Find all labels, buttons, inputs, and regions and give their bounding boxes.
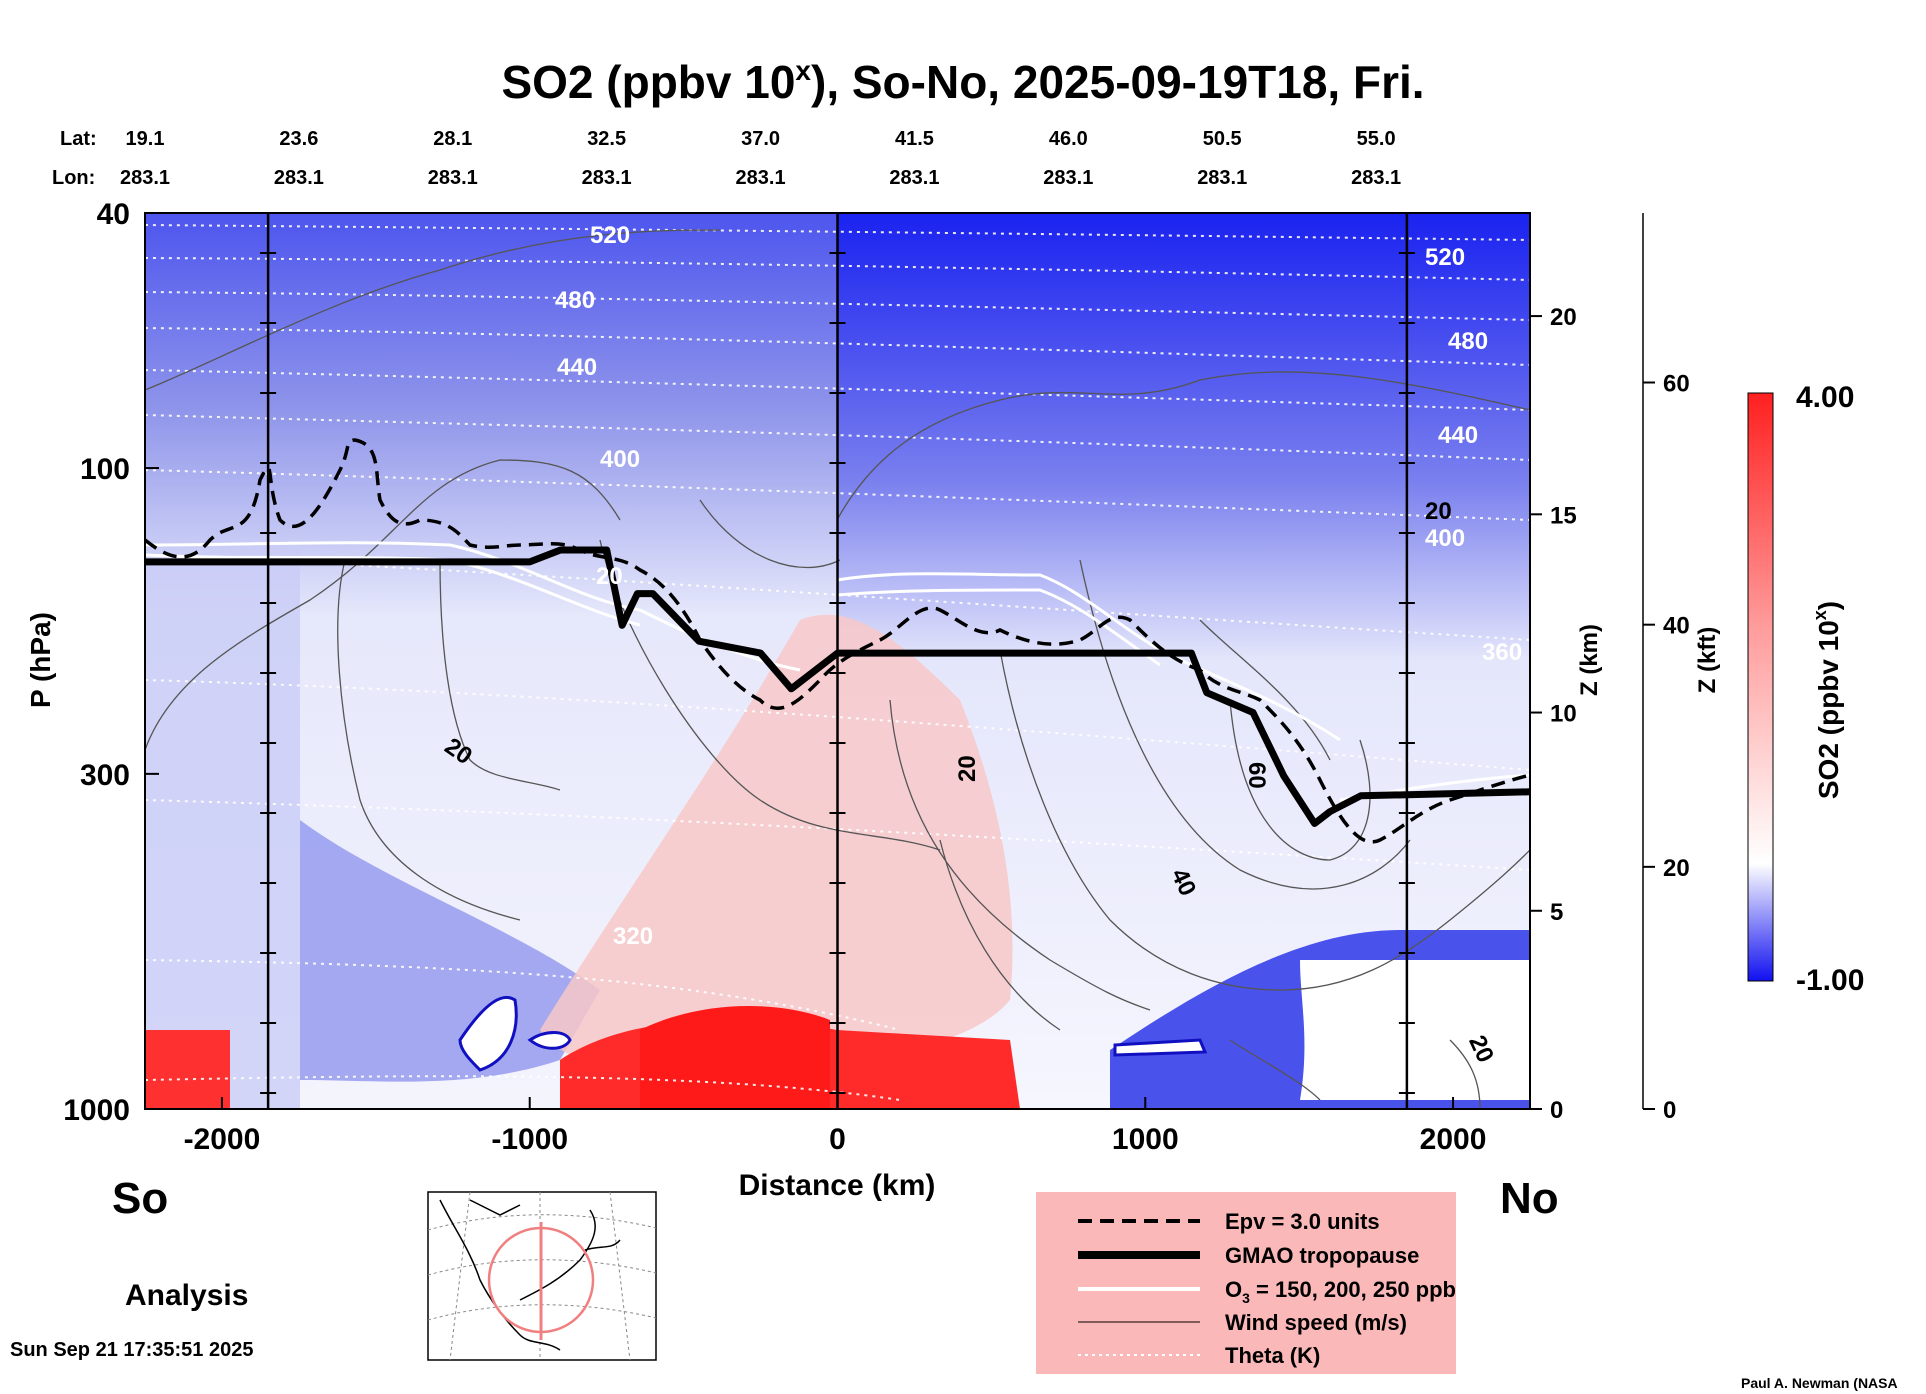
z-tick-label: 5 (1550, 899, 1563, 926)
svg-text:520: 520 (590, 222, 630, 249)
north-label: No (1500, 1174, 1559, 1223)
z-tick-label: 0 (1550, 1097, 1563, 1124)
legend-wind: Wind speed (m/s) (1225, 1310, 1407, 1335)
kft-axis-label: Z (kft) (1694, 627, 1721, 694)
south-label: So (112, 1174, 168, 1223)
z-axis-label: Z (km) (1576, 624, 1603, 696)
theta-labels: 520 480 440 400 320 520 480 440 400 360 (555, 222, 1522, 950)
so2-low-patch-2 (300, 820, 600, 1082)
svg-text:20: 20 (1425, 498, 1452, 525)
so2-low-patch (145, 540, 300, 1109)
svg-text:520: 520 (1425, 244, 1465, 271)
lat-value: 32.5 (587, 128, 626, 150)
svg-text:360: 360 (1482, 639, 1522, 666)
masked-region-1 (458, 995, 518, 1072)
lon-value: 283.1 (428, 167, 478, 189)
x-tick-label: 2000 (1420, 1123, 1487, 1156)
inset-map (427, 1191, 657, 1361)
svg-text:20: 20 (596, 563, 623, 590)
vertical-markers (260, 213, 1415, 1109)
gmao-tropopause-line (145, 546, 1530, 827)
lat-value: 19.1 (126, 128, 165, 150)
p-tick-label: 1000 (63, 1094, 130, 1127)
x-tick-label: 1000 (1112, 1123, 1179, 1156)
p-tick-label: 100 (80, 453, 130, 486)
x-tick-label: -2000 (184, 1123, 261, 1156)
z-tick-label: 10 (1550, 701, 1577, 728)
so2-high-surface-3 (640, 1006, 830, 1109)
pressure-axis: 1000 300 100 40 (63, 198, 159, 1127)
kft-tick-label: 0 (1663, 1097, 1676, 1124)
lon-value: 283.1 (736, 167, 786, 189)
analysis-label: Analysis (125, 1279, 248, 1312)
lat-value: 50.5 (1203, 128, 1242, 150)
svg-text:440: 440 (557, 354, 597, 381)
lon-header-label: Lon: (52, 167, 95, 189)
legend-tropopause: GMAO tropopause (1225, 1243, 1419, 1268)
masked-region-2 (527, 1031, 572, 1050)
so2-high-surface-1 (145, 1030, 230, 1109)
lon-value: 283.1 (889, 167, 939, 189)
svg-text:480: 480 (1448, 328, 1488, 355)
lat-value: 41.5 (895, 128, 934, 150)
colorbar-title: SO2 (ppbv 10x) (1810, 601, 1844, 799)
lat-value: 28.1 (433, 128, 472, 150)
kft-tick-label: 60 (1663, 371, 1690, 398)
svg-text:320: 320 (613, 923, 653, 950)
p-tick-label: 40 (97, 198, 130, 231)
legend: Epv = 3.0 units GMAO tropopause O3 = 150… (1036, 1192, 1456, 1374)
timestamp: Sun Sep 21 17:35:51 2025 (10, 1339, 253, 1361)
legend-ozone: O3 = 150, 200, 250 ppb (1225, 1277, 1456, 1306)
svg-text:400: 400 (600, 446, 640, 473)
kft-tick-label: 40 (1663, 613, 1690, 640)
lat-header-label: Lat: (60, 128, 97, 150)
lat-value: 37.0 (741, 128, 780, 150)
y-axis-label: P (hPa) (25, 612, 56, 708)
lat-value: 23.6 (279, 128, 318, 150)
p-tick-label: 300 (80, 759, 130, 792)
plot-area: 520 480 440 400 320 520 480 440 400 360 … (145, 213, 1530, 1109)
x-tick-label: 0 (829, 1123, 846, 1156)
credit: Paul A. Newman (NASA (1741, 1375, 1898, 1391)
z-tick-label: 15 (1550, 502, 1577, 529)
z-tick-label: 20 (1550, 304, 1577, 331)
colorbar-max-label: 4.00 (1796, 381, 1854, 414)
lon-value: 283.1 (1043, 167, 1093, 189)
so2-low-patch-4 (1300, 960, 1530, 1100)
x-axis-label: Distance (km) (739, 1169, 936, 1202)
kft-tick-label: 20 (1663, 855, 1690, 882)
lon-value: 283.1 (1197, 167, 1247, 189)
masked-region-3 (1113, 1038, 1208, 1057)
x-tick-label: -1000 (491, 1123, 568, 1156)
chart-title: SO2 (ppbv 10x), So-No, 2025-09-19T18, Fr… (501, 55, 1424, 108)
altitude-kft-axis: 0 20 40 60 (1642, 213, 1690, 1124)
svg-text:440: 440 (1438, 422, 1478, 449)
legend-epv: Epv = 3.0 units (1225, 1209, 1380, 1234)
lat-lon-header: 19.1 283.1 23.6 283.1 28.1 283.1 32.5 283.1 37.0… (120, 128, 1401, 189)
lon-value: 283.1 (1351, 167, 1401, 189)
svg-text:400: 400 (1425, 525, 1465, 552)
lon-value: 283.1 (274, 167, 324, 189)
lat-value: 55.0 (1357, 128, 1396, 150)
lon-value: 283.1 (582, 167, 632, 189)
altitude-km-axis: 0 5 10 15 20 (1530, 304, 1577, 1124)
epv-line (145, 438, 1530, 844)
lon-value: 283.1 (120, 167, 170, 189)
lat-value: 46.0 (1049, 128, 1088, 150)
colorbar-min-label: -1.00 (1796, 964, 1864, 997)
svg-text:480: 480 (555, 287, 595, 314)
svg-text:60: 60 (1243, 762, 1270, 789)
legend-theta: Theta (K) (1225, 1343, 1320, 1368)
x-axis: -2000 -1000 0 1000 2000 (184, 1097, 1487, 1156)
colorbar (1747, 392, 1774, 982)
svg-text:20: 20 (954, 755, 981, 782)
